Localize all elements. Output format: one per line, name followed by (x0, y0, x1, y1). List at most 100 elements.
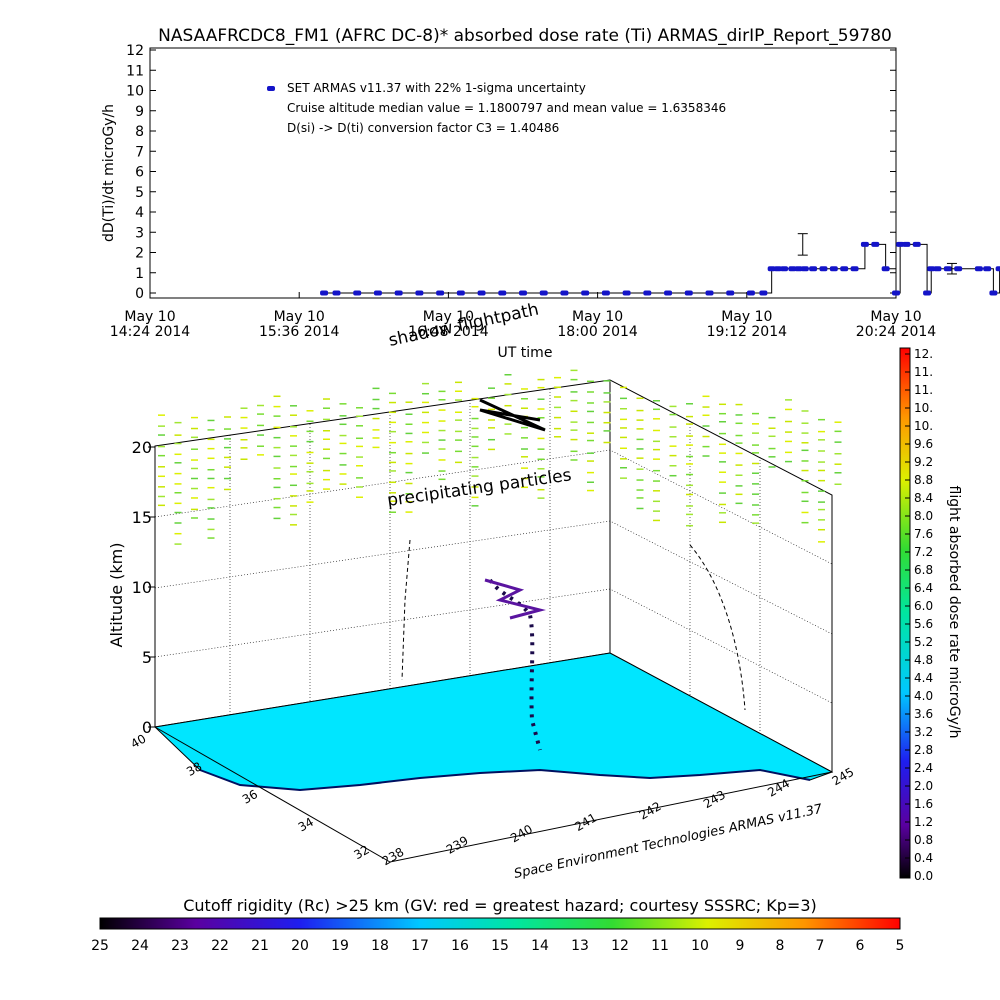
ground-surface (153, 652, 834, 791)
y-tick-label: 12 (126, 43, 144, 59)
x-tick-label-date: May 10 (274, 309, 325, 325)
bottom-colorbar-tick-label: 23 (171, 938, 189, 954)
data-point (923, 290, 932, 296)
bottom-colorbar-tick-label: 12 (611, 938, 629, 954)
bottom-colorbar-tick-label: 25 (91, 938, 109, 954)
data-point (759, 290, 768, 296)
lon-tick-label: 241 (572, 810, 599, 834)
shadow-flight-track (479, 398, 546, 432)
lat-tick-label: 40 (128, 731, 148, 751)
right-colorbar-tick-label: 0.4 (914, 851, 933, 865)
right-colorbar-tick-label: 9.2 (914, 455, 933, 469)
data-point (519, 290, 527, 296)
right-colorbar-label: flight absorbed dose rate microGy/h (946, 486, 962, 739)
right-colorbar-ticks: 0.0 0.4 0.8 1.2 1.6 2.0 2.4 2.8 3.2 3.6 4.0 4.4 4.8 5… (905, 347, 933, 883)
wall-projection-left (401, 539, 411, 681)
data-point (726, 290, 735, 296)
lon-tick-label: 242 (637, 799, 664, 823)
data-point (927, 266, 936, 272)
annotation-credit: Space Environment Technologies ARMAS v11… (513, 802, 825, 882)
data-point (829, 266, 838, 272)
x-tick-label-date: May 10 (423, 309, 474, 325)
bottom-colorbar-tick-label: 15 (491, 938, 509, 954)
legend-line-1: SET ARMAS v11.37 with 22% 1-sigma uncert… (287, 81, 586, 95)
right-colorbar-tick-label: 9.6 (914, 437, 933, 451)
y-tick-label: 5 (135, 185, 144, 201)
legend-line-2: Cruise altitude median value = 1.1800797… (287, 101, 726, 115)
bottom-colorbar-tick-label: 7 (816, 938, 825, 954)
data-point (780, 266, 789, 272)
flight-path (401, 398, 746, 751)
bottom-colorbar-tick-label: 16 (451, 938, 469, 954)
right-colorbar-tick-label: 6.8 (914, 563, 933, 577)
data-point (773, 266, 782, 272)
data-point (498, 290, 507, 296)
x-tick-label-time: 16:48 2014 (408, 324, 489, 340)
front-axes (154, 726, 833, 863)
lon-tick-label: 244 (765, 776, 792, 800)
bottom-colorbar-tick-label: 9 (736, 938, 745, 954)
data-point (819, 266, 828, 272)
wall-gridlines (154, 389, 833, 733)
y-tick-label: 0 (135, 286, 144, 302)
data-point (373, 290, 382, 296)
lon-tick-label: 243 (701, 788, 728, 812)
y-tick-label: 1 (135, 266, 144, 282)
y-tick-label: 3 (135, 225, 144, 241)
y-tick-label: 7 (135, 144, 144, 160)
right-colorbar-tick-label: 8.4 (914, 491, 933, 505)
right-colorbar-tick-label: 11. (914, 365, 933, 379)
wall-projection-right (689, 544, 746, 711)
data-point (643, 290, 652, 296)
altitude-axis-label: Altitude (km) (107, 543, 126, 648)
right-colorbar-tick-label: 3.2 (914, 725, 933, 739)
y-tick-label: 4 (135, 205, 144, 221)
data-point (983, 266, 992, 272)
error-bars (797, 233, 957, 275)
x-tick-label-date: May 10 (124, 309, 175, 325)
y-tick-label: 9 (135, 104, 144, 120)
right-colorbar (899, 347, 911, 879)
z-tick-label: 0 (142, 718, 152, 737)
data-point (954, 266, 963, 272)
bottom-colorbar-tick-label: 21 (251, 938, 269, 954)
bottom-colorbar-tick-label: 17 (411, 938, 429, 954)
lon-tick-label: 240 (508, 822, 535, 846)
data-point (705, 290, 714, 296)
chart-title: NASAAFRCDC8_FM1 (AFRC DC-8)* absorbed do… (158, 26, 892, 46)
data-point (995, 266, 1000, 272)
bottom-colorbar-tick-label: 19 (331, 938, 349, 954)
right-colorbar-tick-label: 4.8 (914, 653, 933, 667)
altitude-axis: 0 5 10 15 20 (132, 438, 156, 737)
y-tick-label: 10 (126, 84, 144, 100)
bottom-colorbar-tick-label: 11 (651, 938, 669, 954)
bottom-colorbar-tick-label: 8 (776, 938, 785, 954)
right-colorbar-tick-label: 7.2 (914, 545, 933, 559)
precipitating-particles-field (158, 369, 842, 545)
data-point (788, 266, 797, 272)
legend: SET ARMAS v11.37 with 22% 1-sigma uncert… (267, 81, 726, 135)
data-point (800, 266, 809, 272)
data-point (477, 290, 486, 296)
bottom-colorbar-tick-label: 24 (131, 938, 149, 954)
right-colorbar-tick-label: 1.2 (914, 815, 933, 829)
data-point (684, 290, 693, 296)
dose-rate-series (320, 241, 1000, 296)
right-colorbar-tick-label: 11. (914, 383, 933, 397)
lat-tick-label: 32 (352, 842, 372, 862)
bottom-colorbar-tick-label: 18 (371, 938, 389, 954)
z-tick-label: 10 (132, 578, 152, 597)
lat-tick-label: 36 (240, 787, 260, 807)
lat-tick-label: 38 (184, 759, 204, 779)
lat-tick-label: 34 (296, 815, 316, 835)
x-tick-label-time: 15:36 2014 (259, 324, 340, 340)
data-point (892, 290, 900, 296)
lon-tick-label: 238 (380, 845, 407, 869)
bottom-colorbar-tick-label: 14 (531, 938, 549, 954)
data-point (912, 241, 921, 247)
right-colorbar-tick-label: 0.8 (914, 833, 933, 847)
right-colorbar-tick-label: 3.6 (914, 707, 933, 721)
data-point (746, 290, 755, 296)
